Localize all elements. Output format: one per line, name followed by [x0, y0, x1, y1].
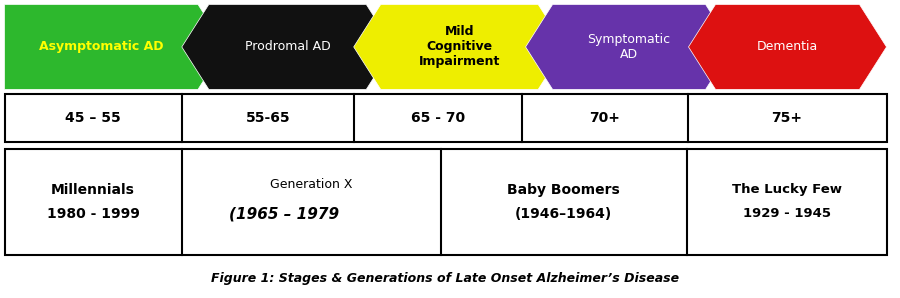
Text: (1946–1964): (1946–1964)	[515, 207, 613, 221]
Text: Dementia: Dementia	[757, 41, 818, 53]
Text: Asymptomatic AD: Asymptomatic AD	[39, 41, 164, 53]
Text: 70+: 70+	[590, 111, 620, 125]
Text: 1929 - 1945: 1929 - 1945	[742, 207, 831, 220]
Text: 75+: 75+	[771, 111, 803, 125]
Text: 65 - 70: 65 - 70	[410, 111, 465, 125]
Text: Mild
Cognitive
Impairment: Mild Cognitive Impairment	[418, 25, 500, 69]
Bar	[4, 149, 886, 255]
Text: 55-65: 55-65	[246, 111, 290, 125]
Text: The Lucky Few: The Lucky Few	[732, 184, 842, 196]
Text: 1980 - 1999: 1980 - 1999	[47, 207, 140, 221]
Text: Millennials: Millennials	[51, 183, 135, 197]
Text: Generation X: Generation X	[270, 178, 353, 190]
Polygon shape	[526, 4, 733, 89]
Polygon shape	[4, 4, 225, 89]
Bar	[4, 94, 886, 142]
Text: Baby Boomers: Baby Boomers	[508, 183, 620, 197]
Text: Symptomatic
AD: Symptomatic AD	[588, 33, 670, 61]
Polygon shape	[354, 4, 565, 89]
Text: (1965 – 1979: (1965 – 1979	[230, 206, 339, 221]
Text: Prodromal AD: Prodromal AD	[245, 41, 330, 53]
Polygon shape	[182, 4, 393, 89]
Polygon shape	[688, 4, 886, 89]
Text: Figure 1: Stages & Generations of Late Onset Alzheimer’s Disease: Figure 1: Stages & Generations of Late O…	[212, 272, 680, 285]
Text: 45 – 55: 45 – 55	[66, 111, 121, 125]
